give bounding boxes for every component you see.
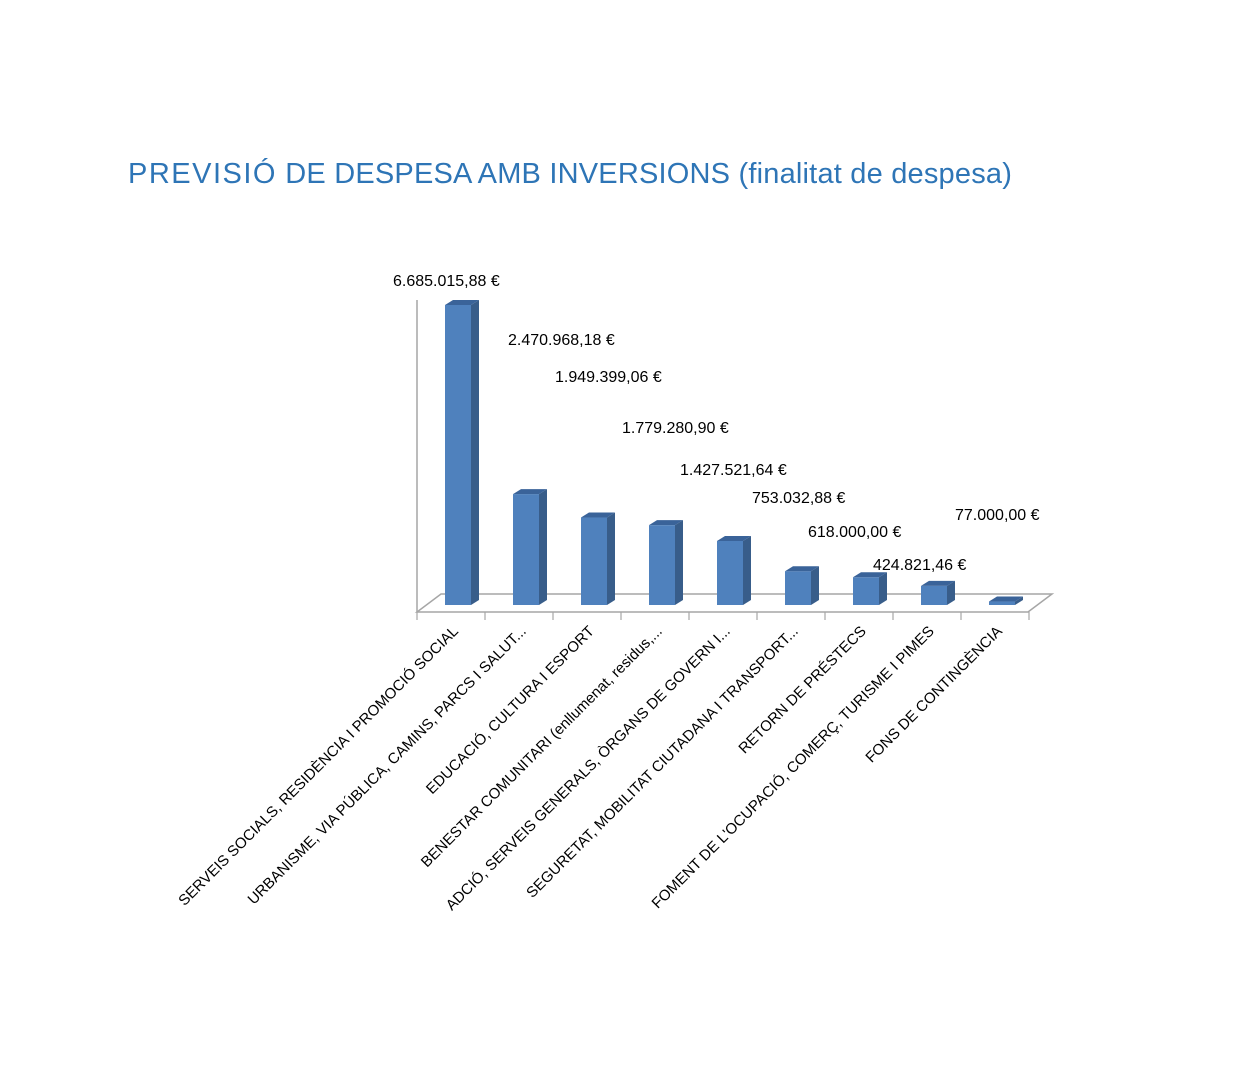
category-label: RETORN DE PRÉSTECS	[735, 623, 869, 757]
data-label: 1.427.521,64 €	[680, 462, 787, 479]
bar-side	[675, 520, 683, 605]
page-title: PREVISIÓ DE DESPESA AMB INVERSIONS (fina…	[128, 158, 1012, 191]
bar	[445, 300, 479, 605]
bar-front	[853, 577, 879, 605]
bar-side	[607, 512, 615, 605]
bar	[717, 535, 751, 605]
page-title-lead: PREVISIÓ	[128, 158, 277, 190]
data-label: 1.779.280,90 €	[622, 420, 729, 437]
page-title-rest: DE DESPESA AMB INVERSIONS (finalitat de …	[277, 158, 1013, 190]
data-label: 753.032,88 €	[752, 490, 846, 507]
chart-data-labels: 6.685.015,88 € 2.470.968,18 € 1.949.399,06…	[393, 273, 1040, 574]
bar-front	[649, 525, 675, 605]
bar-front	[717, 540, 743, 605]
bar-side	[879, 572, 887, 605]
bar-side	[947, 580, 955, 605]
chart-floor	[414, 593, 1055, 613]
bar-top	[581, 512, 615, 518]
data-label: 77.000,00 €	[955, 507, 1040, 524]
bar-top	[785, 566, 819, 572]
chart-bars	[445, 300, 1023, 605]
data-label: 424.821,46 €	[873, 557, 967, 574]
bar-top	[989, 596, 1023, 602]
bar-front	[513, 494, 539, 605]
bar-front	[581, 517, 607, 605]
category-label: SERVEIS SOCIALS, RESIDÈNCIA I PROMOCIÓ S…	[175, 623, 461, 909]
bar	[581, 512, 615, 605]
bar-top	[513, 489, 547, 495]
bar	[853, 572, 887, 605]
bar	[649, 520, 683, 605]
data-label: 2.470.968,18 €	[508, 332, 615, 349]
bar-side	[743, 535, 751, 605]
bar-side	[1015, 596, 1023, 605]
chart-axes	[414, 300, 1055, 620]
bar	[785, 566, 819, 605]
bar-top	[649, 520, 683, 526]
bar-top	[921, 580, 955, 586]
bar	[989, 596, 1023, 605]
data-label: 1.949.399,06 €	[555, 369, 662, 386]
bar-front	[785, 571, 811, 605]
bar-top	[445, 300, 479, 305]
data-label: 6.685.015,88 €	[393, 273, 500, 290]
bar	[513, 489, 547, 605]
bar-side	[471, 300, 479, 605]
category-label: FONS DE CONTINGÈNCIA	[862, 623, 1005, 766]
bar-side	[539, 489, 547, 605]
bar	[921, 580, 955, 605]
bar-front	[921, 585, 947, 605]
bar-top	[717, 535, 751, 541]
category-label: BENESTAR COMUNITARI (enllumenat, residus…	[418, 623, 666, 871]
bar-side	[811, 566, 819, 605]
bar-front	[989, 601, 1015, 605]
chart-category-labels: SERVEIS SOCIALS, RESIDÈNCIA I PROMOCIÓ S…	[175, 623, 1005, 914]
bar-front	[445, 305, 471, 605]
bar-top	[853, 572, 887, 578]
data-label: 618.000,00 €	[808, 524, 902, 541]
